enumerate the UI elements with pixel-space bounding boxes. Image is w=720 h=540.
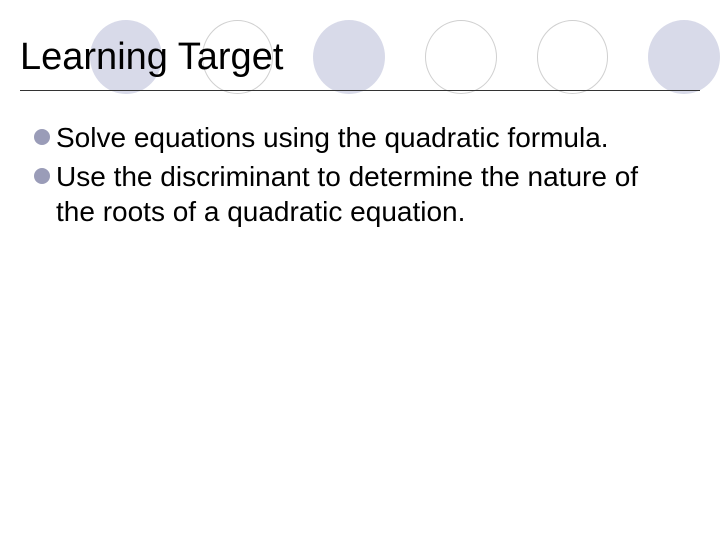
bullet-text: Use the discriminant to determine the na… [56,159,680,229]
bullet-item: Solve equations using the quadratic form… [34,120,680,155]
circle-decoration [425,20,497,94]
circle-decoration [313,20,385,94]
circle-decoration [648,20,720,94]
slide-content: Solve equations using the quadratic form… [34,120,680,233]
bullet-icon [34,129,50,145]
bullet-icon [34,168,50,184]
bullet-item: Use the discriminant to determine the na… [34,159,680,229]
title-divider [20,90,700,91]
circle-decoration [537,20,609,94]
slide-title: Learning Target [20,36,283,79]
bullet-text: Solve equations using the quadratic form… [56,120,609,155]
